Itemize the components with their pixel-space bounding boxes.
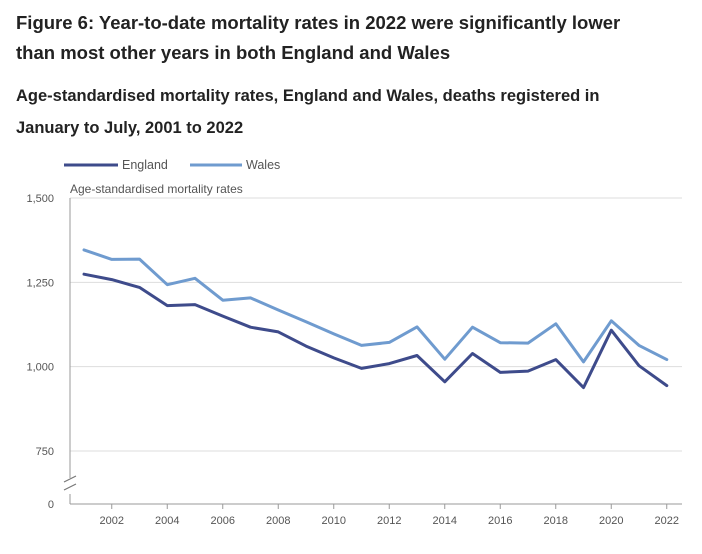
x-tick-label: 2016 (488, 515, 512, 527)
x-tick-label: 2004 (155, 515, 179, 527)
x-tick-label: 2020 (599, 515, 623, 527)
gridlines (70, 197, 682, 452)
axes (63, 198, 682, 505)
legend-label-england: England (122, 158, 168, 172)
x-tick-label: 2008 (266, 515, 290, 527)
axis-break-icon (63, 475, 77, 491)
x-tick-label: 2018 (544, 515, 568, 527)
x-tick-label: 2010 (322, 515, 346, 527)
y-tick-labels: 0 750 1,000 1,250 1,500 (26, 193, 54, 511)
x-tick-labels: 2002 2004 2006 2008 2010 2012 2014 2016 2018 2020… (100, 504, 679, 527)
series-lines (82, 248, 669, 390)
legend: England Wales (64, 158, 280, 172)
y-tick-label: 0 (48, 499, 54, 511)
y-tick-label: 1,500 (26, 193, 54, 205)
y-axis-title: Age-standardised mortality rates (70, 182, 243, 196)
figure-subtitle: Age-standardised mortality rates, Englan… (16, 87, 600, 137)
y-tick-label: 750 (36, 446, 54, 458)
series-line-england (82, 272, 669, 390)
y-tick-label: 1,250 (26, 277, 54, 289)
x-tick-label: 2014 (433, 515, 457, 527)
x-tick-label: 2006 (211, 515, 235, 527)
y-tick-label: 1,000 (26, 362, 54, 374)
legend-label-wales: Wales (246, 158, 280, 172)
x-tick-label: 2012 (377, 515, 401, 527)
figure-title: Figure 6: Year-to-date mortality rates i… (16, 12, 621, 63)
x-tick-label: 2022 (655, 515, 679, 527)
x-tick-label: 2002 (100, 515, 124, 527)
series-line-wales (82, 248, 669, 364)
